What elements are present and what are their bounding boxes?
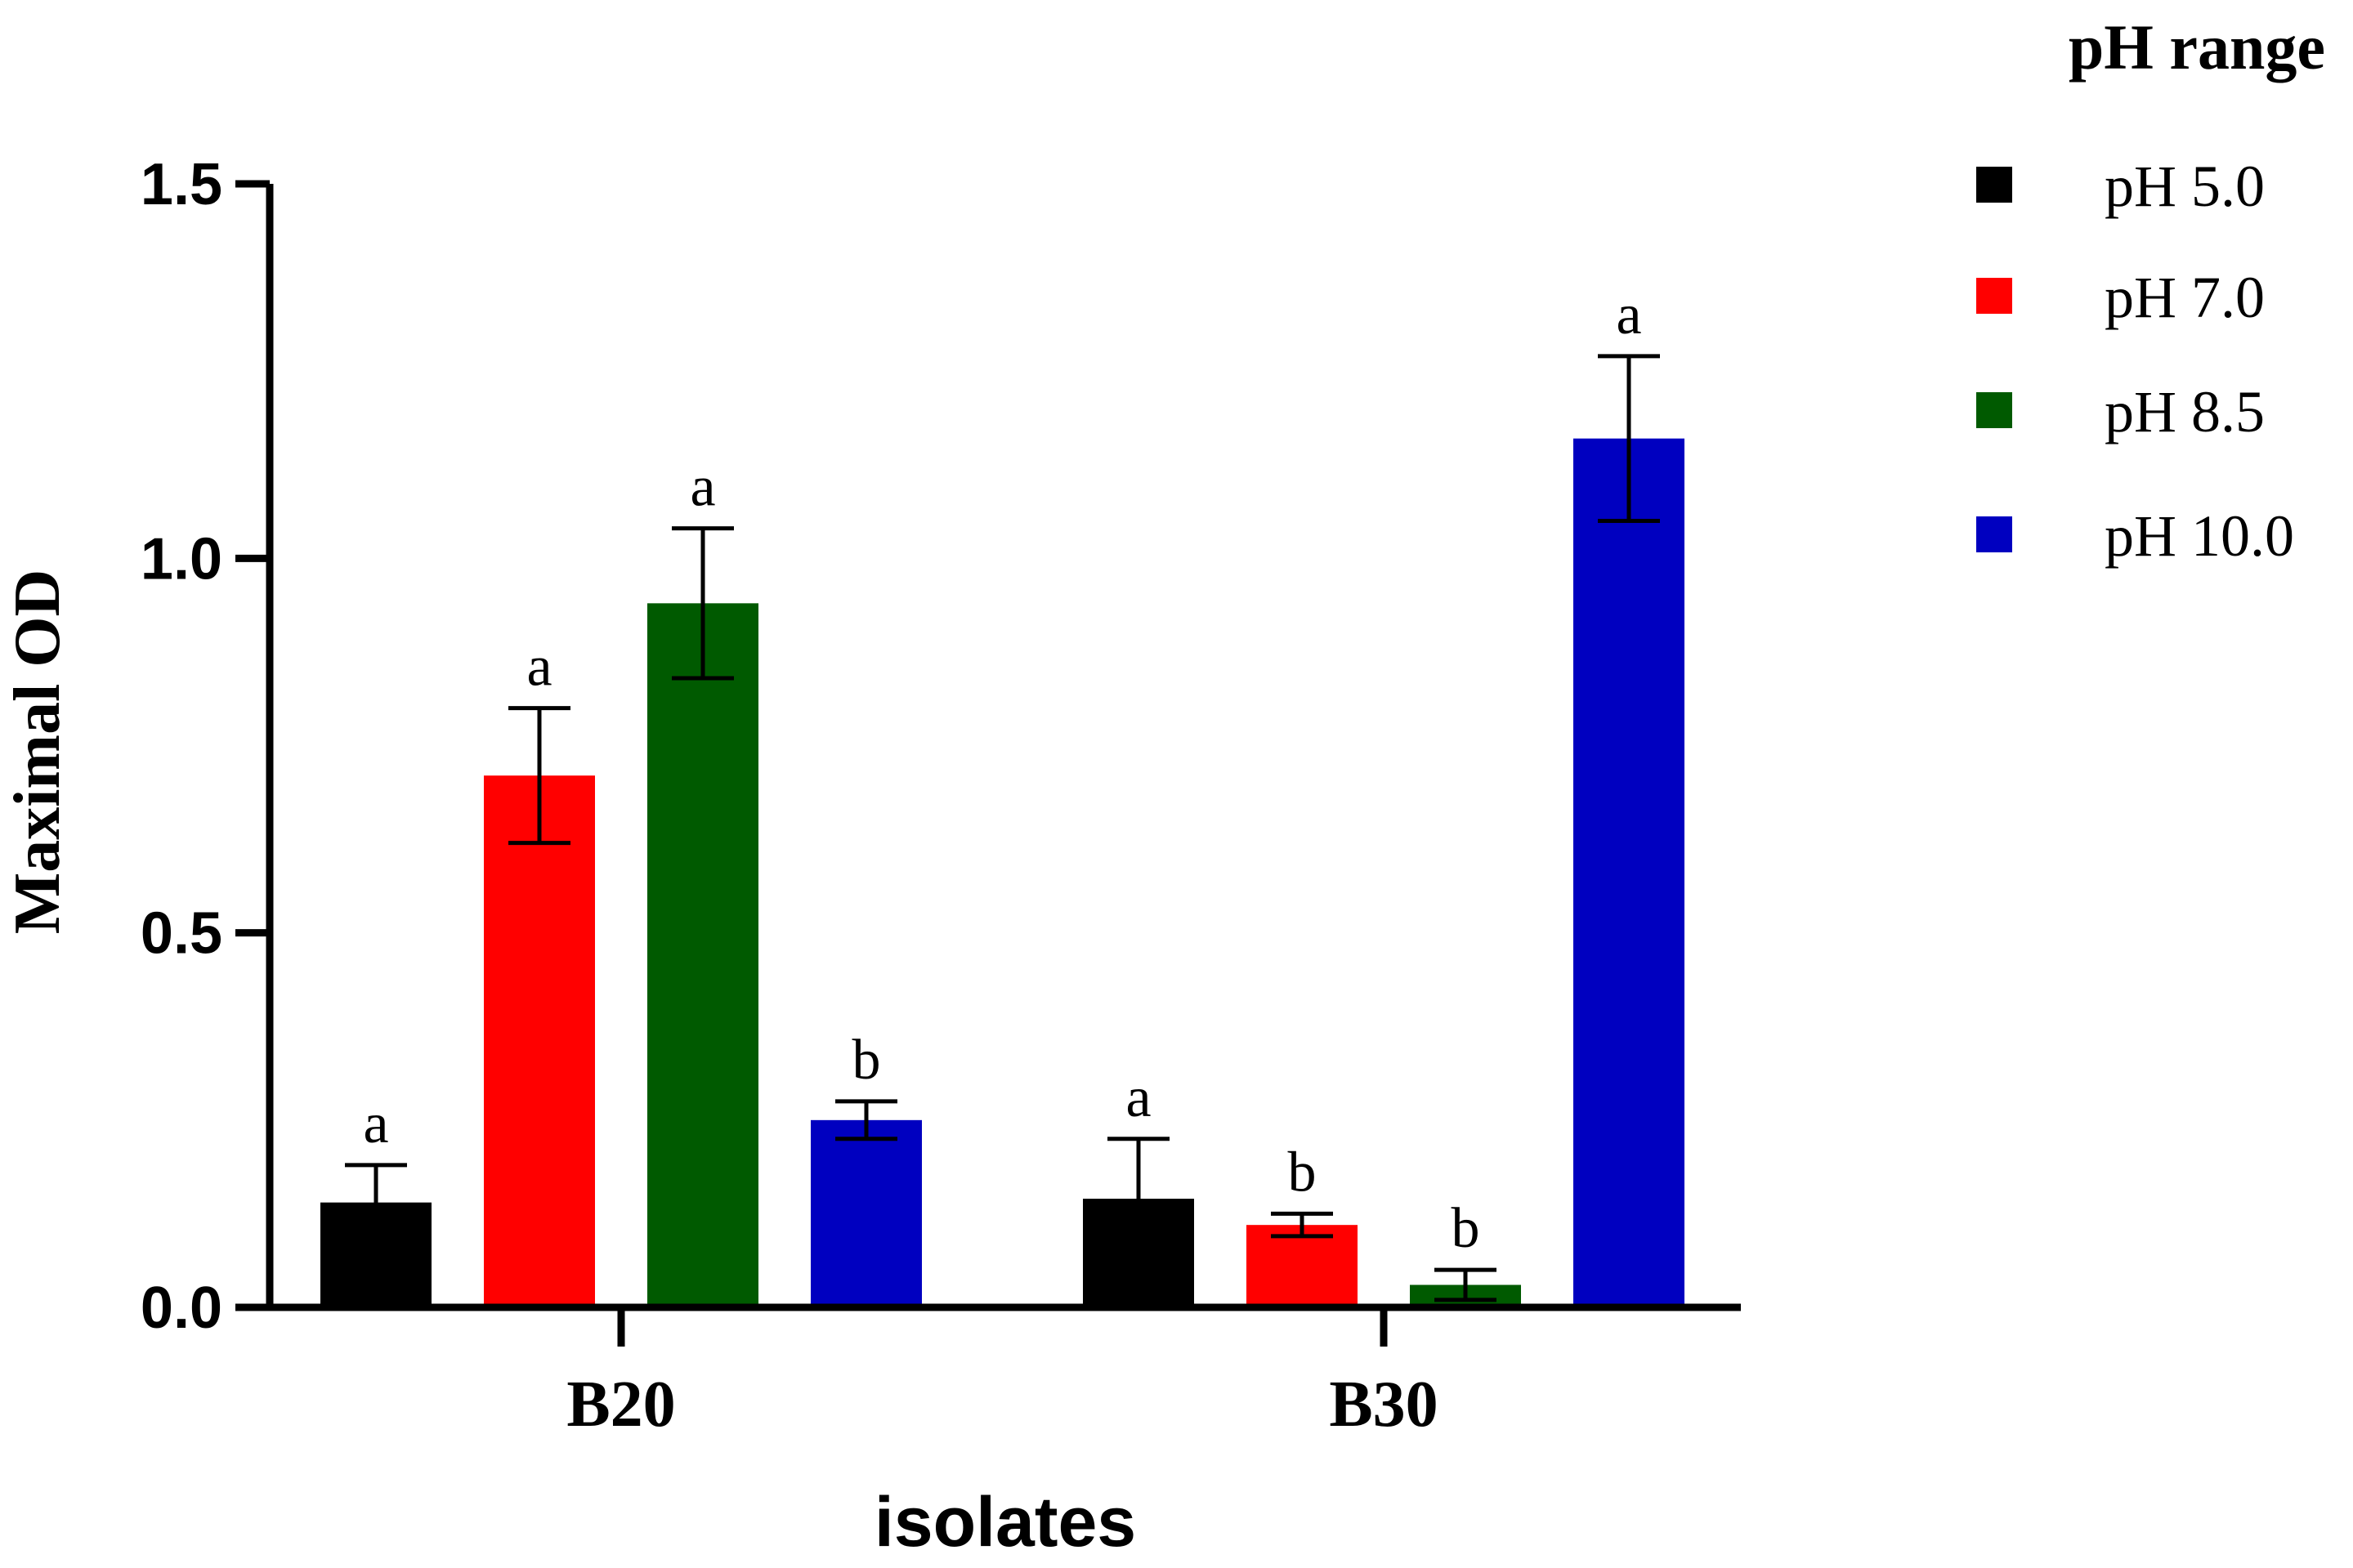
y-tick-label: 0.0 [141, 1275, 222, 1341]
error-bar-b20-series-1 [345, 1163, 407, 1242]
legend-label-2: pH 7.0 [2105, 265, 2265, 330]
significance-label: a [363, 1092, 388, 1155]
error-bar-b30-series-2 [1271, 1211, 1333, 1239]
x-category-label-b20: B20 [566, 1369, 675, 1441]
bar-b20-series-3 [647, 603, 758, 1307]
bar-b30-series-2 [1246, 1225, 1358, 1307]
legend-swatch-3 [1976, 392, 2012, 428]
bar-b20-series-4 [811, 1119, 922, 1307]
bar-b30-series-4 [1573, 438, 1684, 1307]
legend-label-4: pH 10.0 [2105, 503, 2294, 569]
error-bar-b20-series-4 [835, 1099, 897, 1141]
legend-swatch-2 [1976, 278, 2012, 314]
x-category-label-b30: B30 [1329, 1369, 1438, 1441]
legend-label-3: pH 8.5 [2105, 379, 2265, 444]
error-bar-b20-series-3 [672, 526, 734, 681]
y-axis-title: Maximal OD [2, 570, 74, 935]
error-bar-b30-series-3 [1434, 1267, 1496, 1302]
legend: pH range pH 5.0 pH 7.0 pH 8.5 pH 10.0 [1976, 11, 2325, 569]
plot-area: a a a b a b b a [320, 284, 1684, 1307]
significance-label: a [1125, 1066, 1151, 1129]
error-bar-b20-series-2 [508, 706, 570, 846]
legend-swatch-4 [1976, 516, 2012, 552]
significance-label: a [526, 636, 552, 699]
error-bar-b30-series-4 [1598, 354, 1660, 523]
axes: 0.0 0.5 1.0 1.5 B20 B30 [141, 152, 1741, 1441]
significance-label: a [1616, 284, 1641, 346]
error-bar-b30-series-1 [1107, 1137, 1170, 1261]
significance-label: b [1288, 1141, 1317, 1204]
y-tick-label: 1.0 [141, 526, 222, 592]
bar-b20-series-2 [484, 775, 595, 1307]
y-tick-label: 0.5 [141, 901, 222, 967]
x-axis-title: isolates [875, 1483, 1136, 1561]
significance-label: b [852, 1029, 881, 1092]
legend-label-1: pH 5.0 [2105, 154, 2265, 219]
significance-label: a [690, 456, 715, 519]
legend-title: pH range [2069, 11, 2325, 83]
significance-label: b [1452, 1197, 1480, 1260]
legend-swatch-1 [1976, 167, 2012, 203]
y-tick-label: 1.5 [141, 152, 222, 217]
